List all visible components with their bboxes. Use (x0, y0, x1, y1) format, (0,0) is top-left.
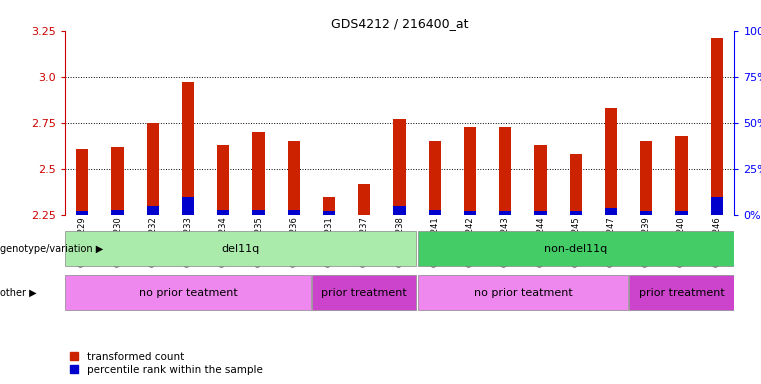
Bar (534, 145, 546, 215)
Text: prior treatment: prior treatment (321, 288, 407, 298)
Bar (569, 211, 582, 215)
Text: non-del11q: non-del11q (544, 243, 607, 254)
Bar (111, 147, 124, 215)
Bar (499, 127, 511, 215)
Text: genotype/variation ▶: genotype/variation ▶ (0, 243, 103, 254)
Text: no prior teatment: no prior teatment (473, 288, 572, 298)
Bar (217, 210, 230, 215)
Text: prior treatment: prior treatment (638, 288, 724, 298)
Bar (147, 206, 159, 215)
Bar (675, 211, 688, 215)
Text: del11q: del11q (221, 243, 260, 254)
Bar (182, 197, 194, 215)
Bar (418, 231, 734, 266)
Bar (428, 210, 441, 215)
Bar (65, 231, 416, 266)
Bar (499, 211, 511, 215)
Bar (288, 141, 300, 215)
Bar (418, 275, 628, 310)
Bar (288, 210, 300, 215)
Bar (640, 211, 652, 215)
Bar (640, 141, 652, 215)
Bar (711, 197, 723, 215)
Text: other ▶: other ▶ (0, 288, 37, 298)
Bar (323, 197, 335, 215)
Bar (605, 108, 617, 215)
Bar (428, 141, 441, 215)
Bar (464, 211, 476, 215)
Text: no prior teatment: no prior teatment (139, 288, 237, 298)
Bar (605, 208, 617, 215)
Bar (253, 210, 265, 215)
Bar (111, 210, 124, 215)
Title: GDS4212 / 216400_at: GDS4212 / 216400_at (331, 17, 468, 30)
Bar (217, 145, 230, 215)
Bar (312, 275, 416, 310)
Bar (253, 132, 265, 215)
Bar (393, 206, 406, 215)
Bar (534, 211, 546, 215)
Bar (76, 211, 88, 215)
Bar (675, 136, 688, 215)
Bar (323, 211, 335, 215)
Bar (711, 38, 723, 215)
Legend: transformed count, percentile rank within the sample: transformed count, percentile rank withi… (70, 352, 263, 375)
Bar (464, 127, 476, 215)
Bar (147, 123, 159, 215)
Bar (393, 119, 406, 215)
Bar (182, 82, 194, 215)
Bar (358, 184, 371, 215)
Bar (629, 275, 734, 310)
Bar (65, 275, 310, 310)
Bar (76, 149, 88, 215)
Bar (569, 154, 582, 215)
